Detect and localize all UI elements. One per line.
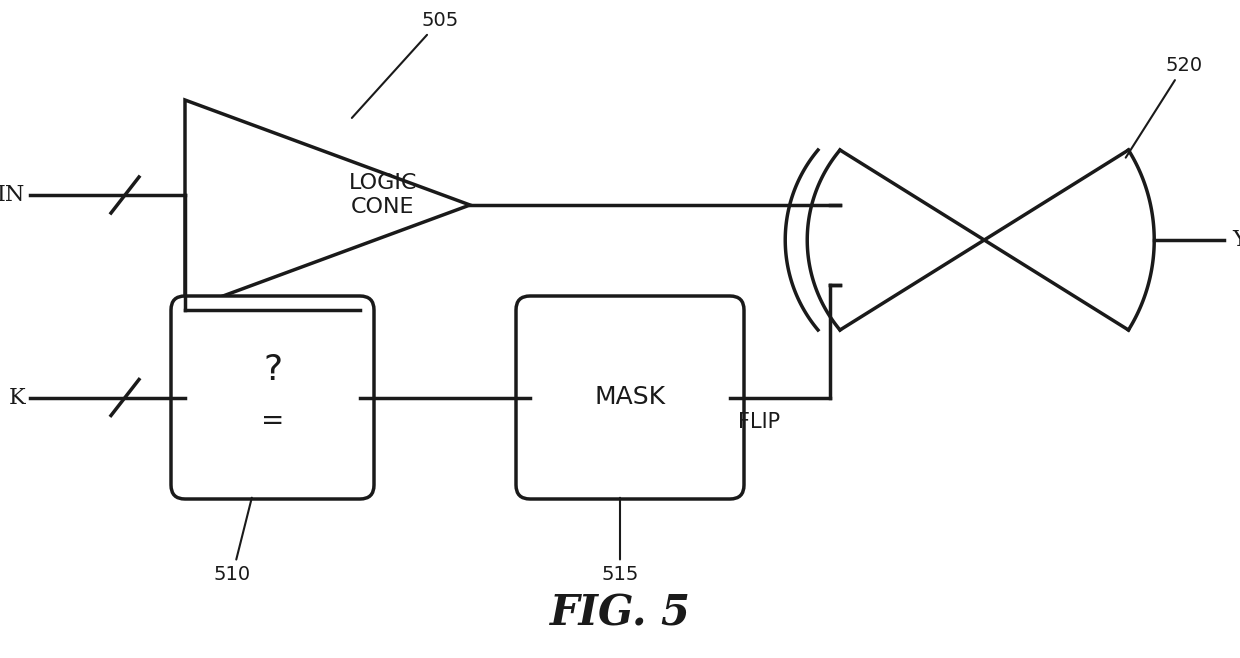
Text: Y: Y [1233,229,1240,251]
Text: MASK: MASK [594,386,666,409]
Text: ?: ? [263,353,281,386]
Text: LOGIC
CONE: LOGIC CONE [348,172,417,217]
Text: 510: 510 [215,497,252,584]
Text: FLIP: FLIP [738,413,780,432]
Text: FIG. 5: FIG. 5 [549,592,691,634]
Text: IN: IN [0,184,25,206]
FancyBboxPatch shape [171,296,374,499]
Text: 505: 505 [352,11,459,118]
Text: =: = [260,407,284,436]
Text: 515: 515 [601,498,639,584]
Text: K: K [9,386,25,409]
FancyBboxPatch shape [516,296,744,499]
Text: 520: 520 [1126,56,1203,158]
